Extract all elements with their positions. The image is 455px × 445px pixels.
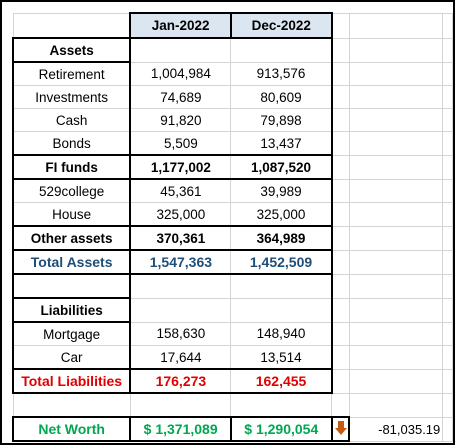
net-worth-cell: $ 1,371,089 xyxy=(129,416,232,442)
cell: 45,361 xyxy=(129,178,232,203)
cell: 364,989 xyxy=(230,225,333,251)
row-label: Cash xyxy=(11,108,132,132)
row-label: Retirement xyxy=(11,61,132,86)
trend-icon xyxy=(330,416,351,442)
total-cell: 176,273 xyxy=(129,368,232,394)
cell: 5,509 xyxy=(129,131,232,156)
row-label: Mortgage xyxy=(11,321,132,346)
row-label: Car xyxy=(11,345,132,370)
cell: 158,630 xyxy=(129,321,232,346)
row-label: FI funds xyxy=(11,154,132,180)
total-cell: 1,452,509 xyxy=(230,249,333,275)
cell: 1,004,984 xyxy=(129,61,232,86)
cell: 148,940 xyxy=(230,321,333,346)
down-arrow xyxy=(334,420,347,435)
cell: 13,514 xyxy=(230,345,333,370)
cell: 325,000 xyxy=(230,202,333,227)
column-header: Jan-2022 xyxy=(129,12,232,39)
cell: 1,177,002 xyxy=(129,154,232,180)
row-label: Other assets xyxy=(11,225,132,251)
section-title: Assets xyxy=(11,37,132,63)
cell: 13,437 xyxy=(230,131,333,156)
section-title: Liabilities xyxy=(11,297,132,323)
cell: 1,087,520 xyxy=(230,154,333,180)
total-label: Total Liabilities xyxy=(11,368,132,394)
net-worth-label: Net Worth xyxy=(11,416,132,442)
change-cell: -81,035.19 xyxy=(348,416,444,442)
row-label: Bonds xyxy=(11,131,132,156)
balance-table: Jan-2022 Dec-2022 Assets Retirement 1,004… xyxy=(11,12,453,442)
cell: 913,576 xyxy=(230,61,333,86)
column-header: Dec-2022 xyxy=(229,12,333,39)
total-label: Total Assets xyxy=(11,249,132,275)
cell: 79,898 xyxy=(230,108,333,132)
cell: 80,609 xyxy=(230,85,333,109)
cell: 325,000 xyxy=(129,202,232,227)
row-label: House xyxy=(11,202,132,227)
cell: 17,644 xyxy=(129,345,232,370)
cell: 74,689 xyxy=(129,85,232,109)
row-label: Investments xyxy=(11,85,132,109)
cell: 370,361 xyxy=(129,225,232,251)
total-cell: 162,455 xyxy=(230,368,333,394)
net-worth-cell: $ 1,290,054 xyxy=(229,416,333,442)
row-label: 529college xyxy=(11,178,132,203)
total-cell: 1,547,363 xyxy=(129,249,232,275)
cell: 39,989 xyxy=(230,178,333,203)
cell: 91,820 xyxy=(129,108,232,132)
